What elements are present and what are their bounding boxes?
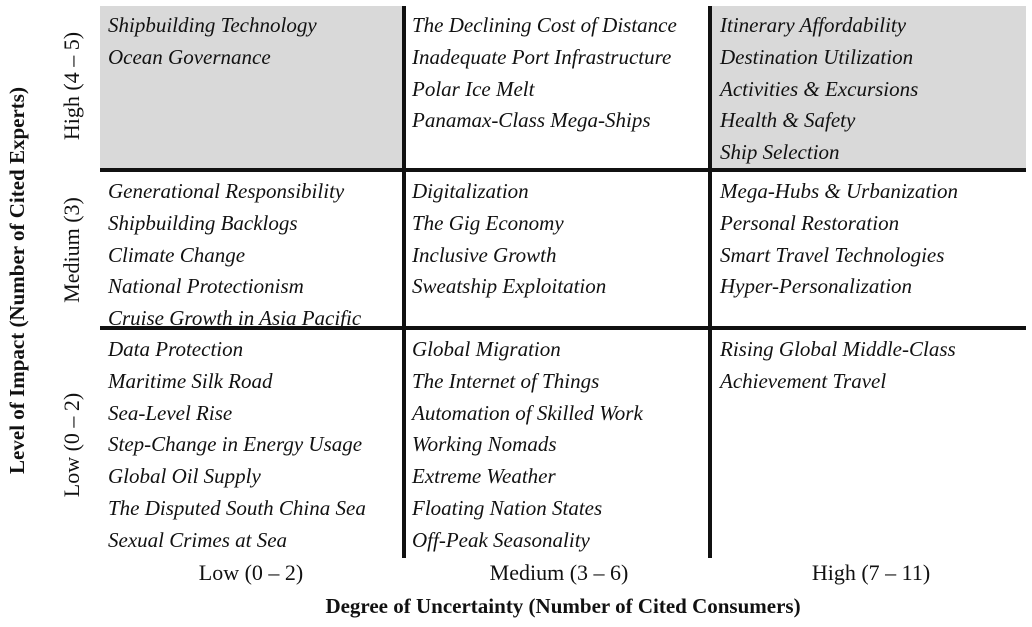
factor-item: Polar Ice Melt	[412, 76, 535, 101]
factor-item: Data Protection	[108, 337, 244, 361]
factor-item: National Protectionism	[108, 274, 304, 299]
factor-item: Digitalization	[412, 179, 529, 203]
factor-item: Step-Change in Energy Usage	[108, 432, 363, 457]
factor-item: The Disputed South China Sea	[108, 495, 366, 520]
y-axis-title: Level of Impact (Number of Cited Experts…	[4, 0, 30, 560]
cell-medium-impact-medium-uncertainty: Digitalization The Gig Economy Inclusive G…	[402, 168, 712, 330]
row-label-medium: Medium (3)	[52, 170, 92, 330]
factor-item: Working Nomads	[412, 432, 557, 457]
factor-item: Destination Utilization	[720, 44, 914, 69]
factor-item: Ship Selection	[720, 140, 840, 165]
column-label-low: Low (0 – 2)	[198, 560, 304, 585]
row-label-low-text: Low (0 – 2)	[59, 392, 85, 498]
factor-item: The Gig Economy	[412, 210, 564, 235]
factor-item: Ocean Governance	[108, 44, 271, 69]
column-label-medium: Medium (3 – 6)	[489, 560, 629, 585]
factor-item: Floating Nation States	[412, 495, 603, 520]
factor-item: Personal Restoration	[720, 210, 900, 235]
factor-item: Panamax-Class Mega-Ships	[412, 108, 651, 133]
factor-item: Smart Travel Technologies	[720, 242, 945, 267]
factor-item: Activities & Excursions	[720, 76, 919, 101]
factor-item: Hyper-Personalization	[720, 274, 913, 299]
factor-item: Inclusive Growth	[412, 242, 557, 267]
factor-item: Climate Change	[108, 242, 246, 267]
factor-item: Sexual Crimes at Sea	[108, 527, 288, 552]
factor-item: Mega-Hubs & Urbanization	[720, 179, 958, 203]
factor-item: Itinerary Affordability	[720, 13, 907, 37]
factor-item: Rising Global Middle-Class	[720, 337, 956, 361]
factor-item: The Declining Cost of Distance	[412, 13, 677, 37]
cell-low-impact-medium-uncertainty: Global Migration The Internet of Things Au…	[402, 330, 712, 558]
cell-low-impact-low-uncertainty: Data Protection Maritime Silk Road Sea-Lev…	[100, 330, 402, 558]
factor-item: Global Migration	[412, 337, 561, 361]
cell-medium-impact-high-uncertainty: Mega-Hubs & Urbanization Personal Restora…	[712, 168, 1026, 330]
cell-high-impact-low-uncertainty: Shipbuilding Technology Ocean Governance	[100, 6, 402, 168]
factor-item: Cruise Growth in Asia Pacific	[108, 306, 362, 330]
factor-item: Achievement Travel	[720, 368, 887, 393]
factor-item: Maritime Silk Road	[108, 368, 273, 393]
factor-item: Extreme Weather	[412, 464, 556, 489]
factor-item: Inadequate Port Infrastructure	[412, 44, 672, 69]
factor-item: Health & Safety	[720, 108, 856, 133]
cell-medium-impact-low-uncertainty: Generational Responsibility Shipbuilding …	[100, 168, 402, 330]
factor-item: The Internet of Things	[412, 368, 600, 393]
y-axis-title-text: Level of Impact (Number of Cited Experts…	[4, 86, 29, 474]
column-label-high: High (7 – 11)	[811, 560, 931, 585]
cell-high-impact-high-uncertainty: Itinerary Affordability Destination Utili…	[712, 6, 1026, 168]
row-label-medium-text: Medium (3)	[59, 197, 85, 303]
row-label-high: High (4 – 5)	[52, 6, 92, 166]
factor-item: Off-Peak Seasonality	[412, 527, 590, 552]
cell-high-impact-medium-uncertainty: The Declining Cost of Distance Inadequate…	[402, 6, 712, 168]
row-label-low: Low (0 – 2)	[52, 334, 92, 556]
factor-item: Sea-Level Rise	[108, 400, 233, 425]
factor-item: Shipbuilding Technology	[108, 13, 317, 37]
cell-low-impact-high-uncertainty: Rising Global Middle-Class Achievement Tr…	[712, 330, 1026, 558]
factor-item: Global Oil Supply	[108, 464, 261, 489]
factor-item: Generational Responsibility	[108, 179, 345, 203]
factor-item: Automation of Skilled Work	[412, 400, 643, 425]
row-label-high-text: High (4 – 5)	[59, 31, 84, 141]
factor-item: Shipbuilding Backlogs	[108, 210, 298, 235]
impact-uncertainty-matrix: Shipbuilding Technology Ocean Governance …	[100, 6, 1026, 558]
x-axis-title: Degree of Uncertainty (Number of Cited C…	[325, 594, 801, 618]
factor-item: Sweatship Exploitation	[412, 274, 607, 299]
